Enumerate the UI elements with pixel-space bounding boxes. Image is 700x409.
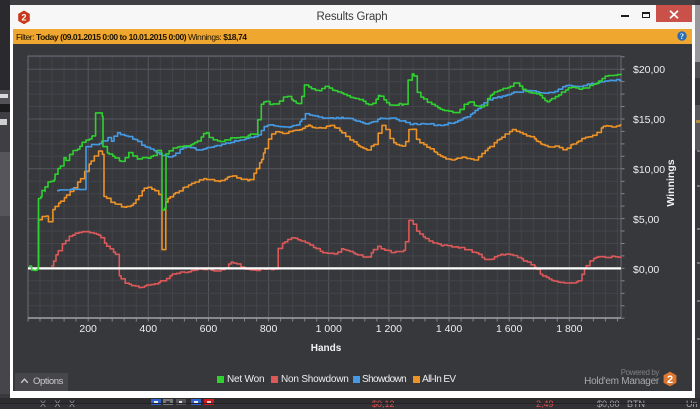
- svg-text:?: ?: [680, 32, 684, 41]
- svg-text:2: 2: [21, 13, 26, 23]
- svg-text:2: 2: [667, 374, 673, 386]
